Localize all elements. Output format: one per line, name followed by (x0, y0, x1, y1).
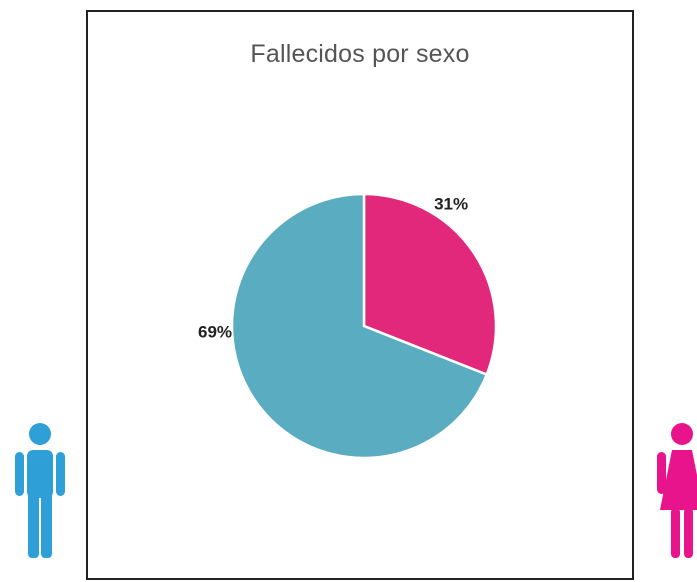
pie-slice-0 (362, 192, 498, 377)
female-person-icon (657, 423, 697, 558)
chart-frame: Fallecidos por sexo 31% 69% (86, 10, 634, 580)
pie-slice-1 (230, 192, 489, 460)
male-person-icon (15, 423, 65, 558)
pie-label-1: 69% (198, 322, 232, 341)
pie-label-0: 31% (434, 194, 468, 213)
chart-title: Fallecidos por sexo (250, 40, 470, 68)
pie-chart: 31% 69% (198, 192, 498, 460)
